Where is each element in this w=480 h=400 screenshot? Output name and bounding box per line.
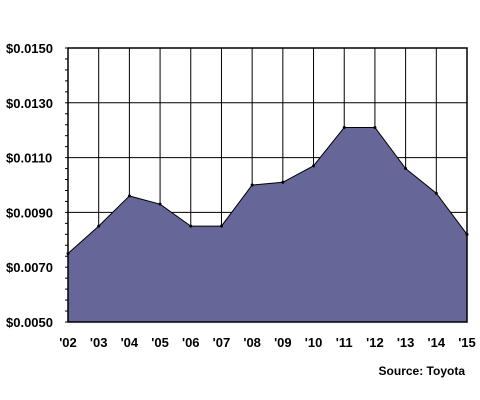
data-point	[312, 164, 316, 168]
x-tick-label: '05	[151, 335, 169, 350]
y-tick-label: $0.0110	[6, 151, 52, 166]
data-point	[250, 183, 254, 187]
data-point	[219, 224, 223, 228]
y-tick-label: $0.0050	[6, 315, 53, 330]
x-tick-label: '06	[182, 335, 200, 350]
data-point	[404, 167, 408, 171]
area-series-fill	[67, 126, 468, 323]
y-tick-label: $0.0130	[6, 96, 53, 111]
x-tick-label: '14	[428, 335, 446, 350]
data-point	[281, 180, 285, 184]
x-tick-label: '13	[397, 335, 415, 350]
data-point	[189, 224, 193, 228]
data-point	[434, 191, 438, 195]
y-tick-label: $0.0150	[6, 41, 53, 56]
x-tick-label: '11	[336, 335, 353, 350]
x-tick-label: '07	[213, 335, 231, 350]
data-point	[127, 194, 131, 198]
y-tick-label: $0.0090	[6, 205, 53, 220]
x-axis-tick-labels: '02 '03 '04 '05 '06 '07 '08 '09 '10 '11 '12 '13 '14 '…	[59, 335, 476, 350]
x-tick-label: '09	[274, 335, 292, 350]
x-tick-label: '02	[59, 335, 77, 350]
y-tick-label: $0.0070	[6, 260, 53, 275]
plot-frame	[65, 47, 468, 323]
area-series	[66, 125, 469, 323]
x-tick-label: '15	[458, 335, 476, 350]
data-point	[158, 202, 162, 206]
data-point	[373, 125, 377, 129]
x-tick-label: '12	[366, 335, 384, 350]
plot-border	[67, 47, 468, 323]
x-tick-label: '04	[121, 335, 139, 350]
x-tick-label: '03	[90, 335, 108, 350]
y-axis-tick-labels: $0.0050 $0.0070 $0.0090 $0.0110 $0.0130 $0.01…	[6, 41, 53, 330]
x-tick-label: '10	[305, 335, 323, 350]
x-tick-label: '08	[243, 335, 261, 350]
data-point	[342, 125, 346, 129]
data-point	[97, 224, 101, 228]
source-note: Source: Toyota	[378, 364, 465, 378]
